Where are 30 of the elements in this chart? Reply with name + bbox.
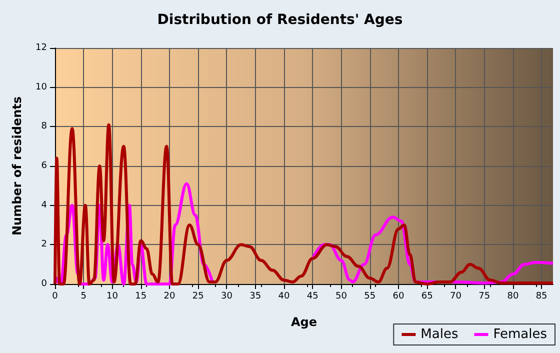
y-tick-label: 4 — [41, 200, 48, 210]
x-tick-label: 5 — [80, 292, 86, 302]
x-axis-title: Age — [290, 315, 318, 329]
x-tick-label: 75 — [478, 292, 490, 302]
legend-label: Females — [493, 327, 548, 342]
x-tick-label: 50 — [335, 292, 348, 302]
x-tick-label: 25 — [192, 292, 204, 302]
x-tick-label: 80 — [507, 292, 519, 302]
x-tick-label: 20 — [164, 292, 176, 302]
x-tick-label: 0 — [52, 292, 58, 302]
x-tick-label: 35 — [250, 292, 262, 302]
y-tick-label: 6 — [41, 161, 48, 171]
x-tick-label: 15 — [135, 292, 147, 302]
legend-label: Males — [420, 327, 458, 342]
x-tick-label: 40 — [278, 292, 290, 302]
y-tick-label: 0 — [41, 279, 48, 289]
x-tick-label: 10 — [106, 292, 118, 302]
x-tick-label: 55 — [364, 292, 376, 302]
x-tick-label: 60 — [392, 292, 404, 302]
y-axis-title: Number of residents — [10, 96, 24, 236]
chart-title: Distribution of Residents' Ages — [157, 12, 403, 28]
x-tick-label: 70 — [450, 292, 462, 302]
x-tick-label: 45 — [306, 292, 318, 302]
x-tick-label: 65 — [421, 292, 433, 302]
y-tick-label: 10 — [36, 82, 48, 92]
y-tick-label: 12 — [36, 43, 47, 53]
x-tick-label: 85 — [536, 292, 548, 302]
y-tick-label: 2 — [41, 240, 47, 250]
x-tick-label: 30 — [221, 292, 233, 302]
y-tick-label: 8 — [41, 122, 48, 132]
